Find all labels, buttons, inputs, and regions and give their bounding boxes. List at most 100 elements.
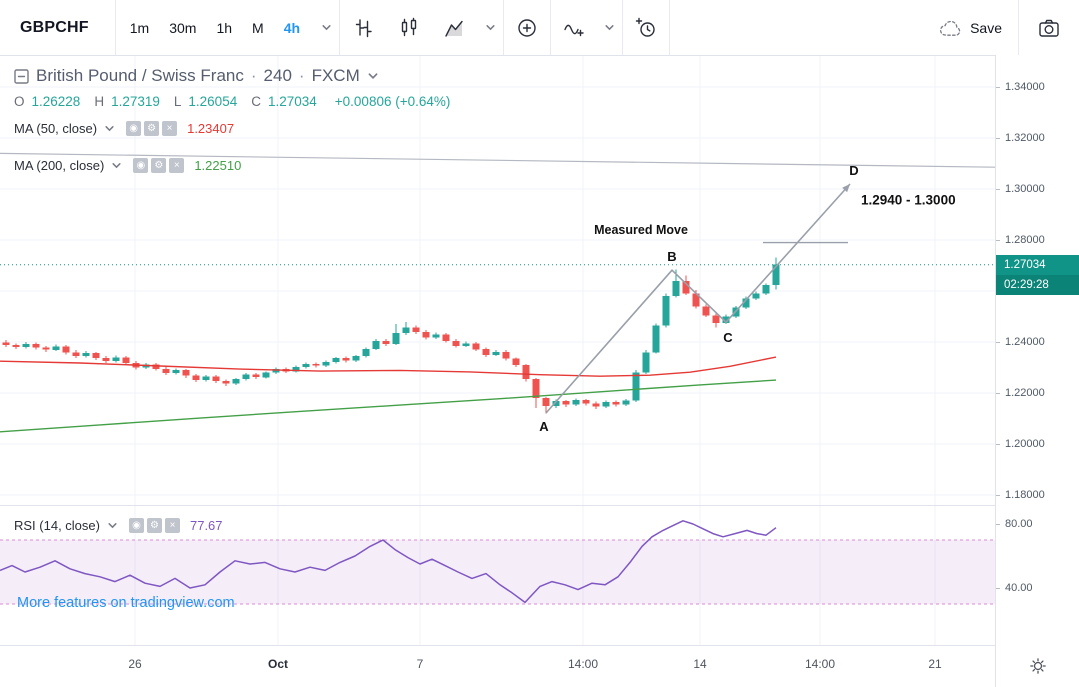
collapse-pane-icon[interactable]: [14, 68, 29, 84]
ma200-value: 1.22510: [194, 158, 242, 173]
create-alert-button[interactable]: [623, 0, 669, 55]
tradingview-promo-link[interactable]: More features on tradingview.com: [17, 595, 235, 611]
time-axis[interactable]: 26 Oct 7 14:00 14 14:00 21: [0, 645, 995, 687]
chart-root: A B C D Measured Move 1.2940 - 1.3000 British…: [0, 55, 1079, 687]
price-axis-label: 1.18000: [996, 487, 1045, 503]
save-button[interactable]: Save: [921, 0, 1018, 55]
bar-chart-style-button[interactable]: [340, 0, 386, 55]
close-icon[interactable]: ×: [162, 121, 178, 136]
chevron-down-icon[interactable]: [107, 520, 118, 531]
target-range-label: 1.2940 - 1.3000: [861, 192, 956, 207]
price-axis-label: 1.20000: [996, 436, 1045, 452]
chevron-down-icon: [605, 25, 614, 31]
ma200-legend-row: MA (200, close) ◉ ⚙ × 1.22510: [14, 158, 241, 173]
rsi-axis-label: 80.00: [996, 516, 1033, 532]
rsi-label[interactable]: RSI (14, close): [14, 518, 100, 533]
ma50-label[interactable]: MA (50, close): [14, 121, 98, 136]
price-axis-label: 1.22000: [996, 385, 1045, 401]
indicators-button[interactable]: [551, 0, 597, 55]
ohlc-bars-icon: [355, 18, 372, 37]
interval-button-M[interactable]: M: [252, 19, 264, 36]
visibility-icon[interactable]: ◉: [126, 121, 142, 136]
legend-symbol-title[interactable]: British Pound / Swiss Franc: [36, 66, 244, 85]
main-price-pane[interactable]: A B C D Measured Move 1.2940 - 1.3000 British…: [0, 55, 995, 505]
ohlc-value: 1.26228: [31, 94, 81, 109]
settings-gear-icon[interactable]: ⚙: [146, 518, 162, 533]
scales-settings-button[interactable]: [1027, 645, 1049, 687]
ohlc-letter: C: [251, 94, 261, 109]
ohlc-value: 1.27319: [111, 94, 160, 109]
change-value: +0.00806 (+0.64%): [334, 94, 451, 109]
ma200-label[interactable]: MA (200, close): [14, 158, 105, 173]
alarm-clock-plus-icon: [635, 17, 655, 37]
symbol-button[interactable]: GBPCHF: [20, 18, 89, 36]
camera-icon: [1039, 19, 1059, 37]
settings-gear-icon[interactable]: ⚙: [144, 121, 160, 136]
legend-separator-dot: ·: [250, 66, 257, 85]
time-axis-label: 21: [928, 657, 942, 671]
area-chart-style-button[interactable]: [432, 0, 478, 55]
settings-gear-icon[interactable]: ⚙: [151, 158, 167, 173]
pane-separator[interactable]: [0, 505, 1079, 506]
time-axis-border: [0, 645, 1079, 646]
rsi-chart-canvas[interactable]: [0, 505, 995, 645]
indicator-controls: ◉ ⚙ ×: [128, 518, 180, 533]
indicator-controls: ◉ ⚙ ×: [133, 158, 185, 173]
interval-button-1h[interactable]: 1h: [216, 19, 233, 36]
legend-separator-dot: ·: [298, 66, 305, 85]
area-chart-icon: [445, 20, 463, 37]
top-toolbar: GBPCHF 1m 30m 1h M 4h: [0, 0, 1079, 56]
symbol-legend-row: British Pound / Swiss Franc · 240 · FXCM: [14, 66, 379, 86]
toolbar-left-group: GBPCHF 1m 30m 1h M 4h: [0, 0, 671, 55]
ma50-value: 1.23407: [187, 121, 235, 136]
interval-dropdown-button[interactable]: [314, 0, 339, 55]
indicators-dropdown-button[interactable]: [597, 0, 622, 55]
toolbar-separator: [1018, 0, 1019, 55]
toolbar-separator: [550, 0, 552, 55]
ohlc-value: 1.27034: [267, 94, 317, 109]
rsi-pane[interactable]: RSI (14, close) ◉ ⚙ × 77.67 More feature…: [0, 505, 995, 645]
snapshot-button[interactable]: [1019, 0, 1079, 55]
compare-symbol-button[interactable]: [504, 0, 550, 55]
toolbar-right-group: Save: [921, 0, 1079, 55]
candlestick-icon: [401, 17, 417, 36]
circle-plus-icon: [518, 18, 536, 37]
toolbar-separator: [114, 0, 116, 55]
chevron-down-icon[interactable]: [104, 123, 115, 134]
point-label-C: C: [723, 330, 733, 345]
price-axis-label: 1.30000: [996, 181, 1045, 197]
chevron-down-icon: [322, 25, 331, 31]
close-icon[interactable]: ×: [169, 158, 185, 173]
close-icon[interactable]: ×: [164, 518, 180, 533]
last-price-badge: 1.27034: [996, 255, 1079, 275]
interval-button-1m[interactable]: 1m: [129, 19, 150, 36]
toolbar-separator: [339, 0, 341, 55]
point-label-B: B: [667, 249, 676, 264]
rsi-band: [0, 540, 995, 604]
legend-interval: 240: [263, 66, 292, 85]
ma-50-line: [0, 356, 777, 377]
candlestick-style-button[interactable]: [386, 0, 432, 55]
chevron-down-icon[interactable]: [367, 70, 379, 82]
price-axis-label: 1.28000: [996, 232, 1045, 248]
bar-countdown-badge: 02:29:28: [996, 275, 1079, 295]
chevron-down-icon[interactable]: [111, 160, 122, 171]
rsi-line: [0, 520, 777, 604]
interval-group: 1m 30m 1h M 4h: [116, 20, 314, 36]
chart-style-dropdown-button[interactable]: [478, 0, 503, 55]
ma50-legend-row: MA (50, close) ◉ ⚙ × 1.23407: [14, 121, 234, 136]
visibility-icon[interactable]: ◉: [133, 158, 149, 173]
point-label-D: D: [849, 163, 858, 178]
measured-move-label: Measured Move: [594, 223, 688, 237]
interval-button-4h[interactable]: 4h: [283, 19, 301, 36]
ma-200-line: [0, 379, 777, 433]
interval-button-30m[interactable]: 30m: [169, 19, 197, 36]
rsi-value: 77.67: [189, 518, 223, 533]
visibility-icon[interactable]: ◉: [128, 518, 144, 533]
chevron-down-icon: [486, 25, 495, 31]
time-axis-label: 14:00: [567, 657, 599, 671]
price-axis-label: 1.32000: [996, 130, 1045, 146]
time-axis-label: 14:00: [804, 657, 836, 671]
price-axis[interactable]: 1.34000 1.32000 1.30000 1.28000 1.24000 1.220…: [996, 55, 1079, 645]
